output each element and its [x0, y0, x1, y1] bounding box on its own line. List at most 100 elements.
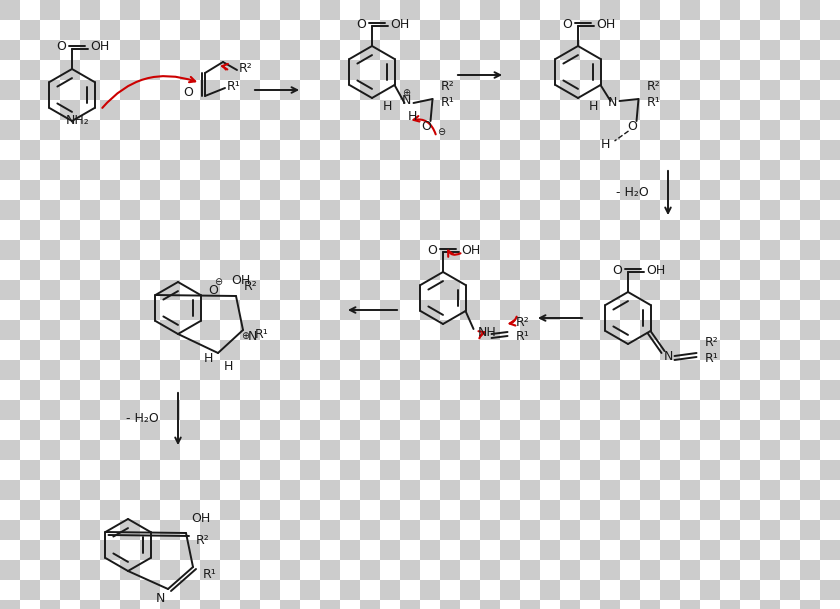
Bar: [180, 180, 200, 200]
Bar: [340, 100, 360, 120]
Bar: [600, 280, 620, 300]
Bar: [180, 380, 200, 400]
Bar: [200, 240, 220, 260]
Bar: [820, 140, 840, 160]
Bar: [540, 220, 560, 240]
Bar: [680, 280, 700, 300]
Bar: [380, 460, 400, 480]
Bar: [700, 180, 720, 200]
Bar: [800, 120, 820, 140]
Bar: [820, 20, 840, 40]
Bar: [440, 80, 460, 100]
Bar: [540, 300, 560, 320]
Bar: [660, 580, 680, 600]
Bar: [0, 440, 20, 460]
Bar: [240, 40, 260, 60]
Bar: [820, 420, 840, 440]
Bar: [240, 320, 260, 340]
Bar: [480, 160, 500, 180]
Bar: [760, 120, 780, 140]
Bar: [340, 60, 360, 80]
Bar: [300, 100, 320, 120]
Text: N: N: [248, 329, 257, 342]
Bar: [240, 480, 260, 500]
Bar: [560, 600, 580, 609]
Bar: [140, 180, 160, 200]
Bar: [80, 200, 100, 220]
Bar: [300, 260, 320, 280]
Bar: [620, 260, 640, 280]
Bar: [140, 580, 160, 600]
Text: ⊕: ⊕: [402, 88, 411, 98]
Text: O: O: [427, 244, 437, 256]
Bar: [140, 420, 160, 440]
Bar: [620, 20, 640, 40]
Bar: [460, 580, 480, 600]
Bar: [440, 520, 460, 540]
Bar: [300, 420, 320, 440]
Bar: [280, 120, 300, 140]
Bar: [760, 240, 780, 260]
Bar: [260, 140, 280, 160]
Text: O: O: [612, 264, 622, 276]
Bar: [640, 560, 660, 580]
Bar: [320, 320, 340, 340]
Bar: [420, 540, 440, 560]
Bar: [760, 160, 780, 180]
Bar: [300, 20, 320, 40]
Bar: [520, 240, 540, 260]
Bar: [400, 320, 420, 340]
Bar: [40, 520, 60, 540]
Bar: [160, 280, 180, 300]
Bar: [400, 280, 420, 300]
Bar: [640, 320, 660, 340]
Bar: [600, 600, 620, 609]
Bar: [100, 460, 120, 480]
Bar: [500, 540, 520, 560]
Bar: [780, 580, 800, 600]
Bar: [0, 240, 20, 260]
Bar: [20, 460, 40, 480]
Bar: [100, 20, 120, 40]
Bar: [320, 80, 340, 100]
Bar: [520, 320, 540, 340]
Bar: [0, 320, 20, 340]
Bar: [740, 180, 760, 200]
Bar: [400, 440, 420, 460]
Bar: [100, 580, 120, 600]
Bar: [140, 340, 160, 360]
Bar: [760, 320, 780, 340]
Bar: [420, 100, 440, 120]
Bar: [740, 20, 760, 40]
Bar: [20, 100, 40, 120]
Bar: [160, 240, 180, 260]
Bar: [440, 280, 460, 300]
Bar: [380, 340, 400, 360]
Bar: [460, 220, 480, 240]
Bar: [80, 560, 100, 580]
Bar: [20, 420, 40, 440]
Bar: [740, 100, 760, 120]
Bar: [420, 420, 440, 440]
Bar: [480, 80, 500, 100]
Bar: [520, 480, 540, 500]
Bar: [760, 200, 780, 220]
Bar: [160, 120, 180, 140]
Bar: [700, 260, 720, 280]
Bar: [260, 460, 280, 480]
Bar: [760, 0, 780, 20]
Bar: [100, 540, 120, 560]
Bar: [820, 460, 840, 480]
Text: N: N: [155, 593, 165, 605]
Bar: [340, 380, 360, 400]
Bar: [240, 520, 260, 540]
Bar: [700, 60, 720, 80]
Bar: [320, 160, 340, 180]
Bar: [480, 320, 500, 340]
Bar: [600, 320, 620, 340]
Bar: [60, 100, 80, 120]
Bar: [260, 260, 280, 280]
Bar: [560, 160, 580, 180]
Bar: [620, 540, 640, 560]
Bar: [180, 60, 200, 80]
